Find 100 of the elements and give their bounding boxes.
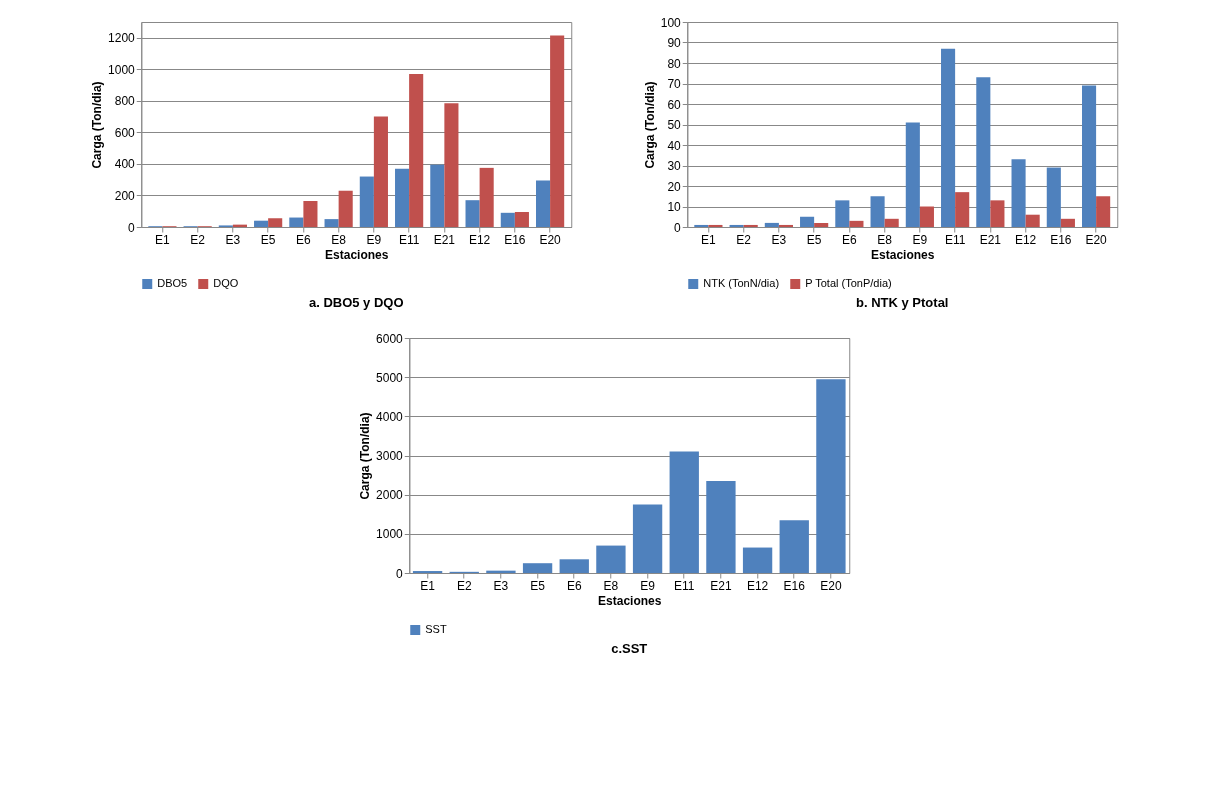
x-tick-label: E16: [1050, 232, 1072, 247]
x-tick-label: E21: [979, 232, 1002, 247]
x-axis-title: Estaciones: [325, 247, 389, 262]
x-tick-label: E1: [155, 232, 171, 247]
bar: [742, 547, 773, 573]
x-tick-label: E11: [674, 578, 695, 593]
bar: [338, 190, 353, 227]
y-tick-label: 4000: [376, 409, 404, 424]
x-tick-label: E2: [456, 578, 472, 593]
y-axis-title: Carga (Ton/dia): [358, 412, 373, 500]
bar: [849, 220, 864, 227]
bar: [694, 224, 709, 227]
bar: [990, 200, 1005, 227]
y-tick-label: 800: [114, 94, 136, 109]
x-tick-label: E12: [746, 578, 769, 593]
y-tick-label: 10: [667, 200, 682, 214]
bar: [905, 122, 920, 227]
x-tick-label: E2: [190, 232, 206, 247]
x-axis-title: Estaciones: [871, 247, 935, 262]
y-tick-label: 1000: [108, 62, 136, 77]
y-tick-label: 0: [396, 566, 404, 581]
bar: [814, 222, 829, 227]
x-tick-label: E11: [398, 232, 420, 247]
bar: [395, 168, 410, 227]
x-tick-label: E9: [366, 232, 382, 247]
bar: [430, 164, 445, 227]
x-tick-label: E1: [701, 232, 717, 247]
bar: [706, 480, 736, 573]
x-tick-label: E21: [710, 578, 732, 593]
y-tick-label: 60: [667, 97, 682, 112]
bar: [479, 167, 494, 227]
bar: [669, 451, 699, 573]
y-tick-label: 5000: [376, 370, 404, 385]
bar: [779, 520, 809, 573]
text: c.SST: [611, 641, 648, 656]
bar: [1046, 167, 1061, 227]
y-tick-label: 0: [674, 220, 682, 235]
y-tick-label: 400: [114, 157, 136, 172]
legend-label: DQO: [213, 277, 239, 289]
bar: [373, 116, 388, 227]
text: a. DBO5 y DQO: [308, 295, 404, 310]
bar: [409, 74, 424, 227]
y-tick-label: 100: [660, 15, 682, 30]
bar: [289, 217, 304, 227]
legend-label: SST: [425, 623, 447, 635]
x-tick-label: E9: [640, 578, 656, 593]
x-tick-label: E8: [877, 232, 893, 247]
legend-label: NTK (TonN/dia): [703, 277, 780, 289]
x-tick-label: E20: [820, 578, 842, 593]
bar: [1082, 85, 1097, 227]
y-tick-label: 200: [114, 188, 136, 203]
bar: [919, 206, 934, 227]
bar: [778, 224, 793, 227]
x-tick-label: E5: [260, 232, 276, 247]
x-tick-label: E6: [296, 232, 312, 247]
x-tick-label: E11: [944, 232, 966, 247]
x-tick-label: E6: [842, 232, 858, 247]
bar: [359, 176, 374, 227]
x-tick-label: E9: [912, 232, 928, 247]
bar: [500, 212, 515, 227]
y-tick-label: 600: [114, 125, 136, 140]
x-tick-label: E5: [530, 578, 546, 593]
x-tick-label: E12: [1014, 232, 1037, 247]
x-tick-label: E12: [468, 232, 491, 247]
x-tick-label: E8: [331, 232, 347, 247]
bar: [514, 212, 529, 227]
legend-label: DBO5: [157, 277, 188, 289]
x-tick-label: E3: [771, 232, 787, 247]
bar: [743, 224, 758, 227]
y-tick-label: 20: [667, 179, 682, 194]
y-tick-label: 50: [667, 118, 682, 132]
x-tick-label: E3: [225, 232, 241, 247]
bar: [1025, 214, 1040, 227]
y-tick-label: 70: [667, 77, 682, 91]
y-tick-label: 30: [667, 159, 682, 173]
y-tick-label: 40: [667, 138, 682, 153]
bar: [254, 220, 269, 227]
bar: [816, 379, 846, 573]
bar: [941, 48, 956, 227]
bar: [559, 559, 589, 573]
x-tick-label: E21: [433, 232, 456, 247]
y-tick-label: 6000: [376, 331, 404, 346]
bar: [632, 504, 663, 573]
bar: [708, 224, 723, 227]
bar: [729, 224, 744, 227]
bar: [324, 219, 339, 227]
y-tick-label: 2000: [376, 488, 404, 503]
y-axis-title: Carga (Ton/dia): [642, 81, 657, 169]
bar: [835, 200, 850, 227]
y-tick-label: 3000: [376, 449, 404, 463]
y-tick-label: 80: [667, 56, 682, 71]
bar: [1011, 159, 1026, 227]
legend-label: P Total (TonP/dia): [805, 277, 892, 289]
bar: [764, 222, 779, 227]
bar: [884, 218, 899, 227]
y-tick-label: 0: [128, 220, 136, 235]
bar: [550, 35, 565, 227]
x-tick-label: E16: [783, 578, 806, 593]
x-axis-title: Estaciones: [598, 593, 662, 608]
bar: [522, 563, 553, 573]
